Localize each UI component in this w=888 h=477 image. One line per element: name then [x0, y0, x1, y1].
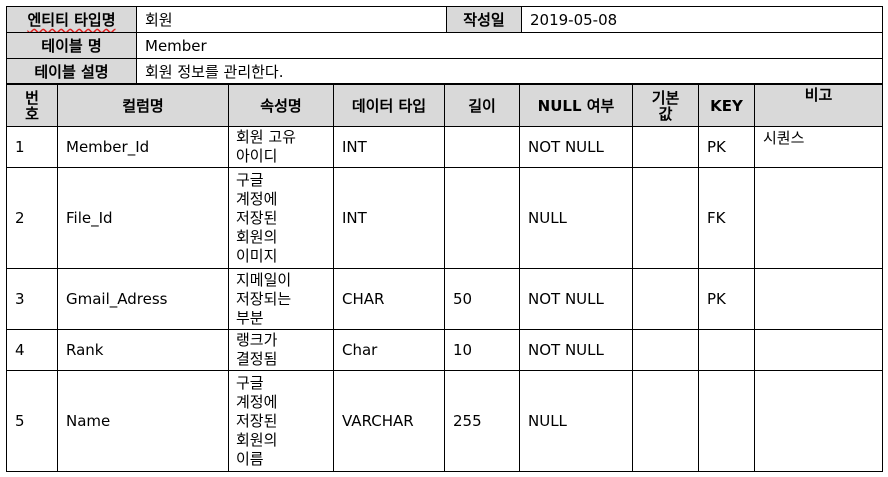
cell-default — [632, 167, 699, 269]
cell-note — [754, 370, 883, 472]
cell-key: PK — [698, 268, 755, 330]
header-no: 번 호 — [6, 84, 58, 127]
table-name-value: Member — [136, 32, 883, 59]
cell-column-name: Name — [57, 370, 229, 472]
table-row: 1 Member_Id 회원 고유 아이디 INT NOT NULL PK 시퀀… — [6, 126, 883, 168]
table-name-label: 테이블 명 — [6, 32, 137, 59]
cell-data-type: INT — [333, 126, 445, 168]
cell-no: 3 — [6, 268, 58, 330]
cell-data-type: Char — [333, 329, 445, 371]
table-desc-value: 회원 정보를 관리한다. — [136, 58, 883, 84]
cell-key: FK — [698, 167, 755, 269]
cell-default — [632, 370, 699, 472]
cell-note — [754, 167, 883, 269]
cell-length — [444, 167, 520, 269]
cell-no: 1 — [6, 126, 58, 168]
cell-default — [632, 268, 699, 330]
table-columns: 번 호 컬럼명 속성명 데이터 타입 길이 NULL 여부 기본 값 KEY 비… — [6, 84, 883, 472]
cell-attr-name: 구글 계정에 저장된 회원의 이름 — [228, 370, 334, 472]
cell-column-name: Rank — [57, 329, 229, 371]
entity-type-value: 회원 — [136, 6, 447, 33]
cell-data-type: INT — [333, 167, 445, 269]
header-data-type: 데이터 타입 — [333, 84, 445, 127]
cell-note: 시퀀스 — [754, 126, 883, 168]
cell-length: 10 — [444, 329, 520, 371]
header-row: 번 호 컬럼명 속성명 데이터 타입 길이 NULL 여부 기본 값 KEY 비… — [6, 84, 883, 127]
entity-type-label: 엔티티 타입명 — [6, 6, 137, 33]
cell-default — [632, 126, 699, 168]
cell-attr-name: 지메일이 저장되는 부분 — [228, 268, 334, 330]
cell-nullable: NULL — [519, 370, 633, 472]
table-meta: 엔티티 타입명 회원 작성일 2019-05-08 테이블 명 Member 테… — [6, 6, 883, 84]
cell-no: 2 — [6, 167, 58, 269]
cell-key — [698, 329, 755, 371]
meta-row-entity: 엔티티 타입명 회원 작성일 2019-05-08 — [6, 6, 883, 33]
header-key: KEY — [698, 84, 755, 127]
cell-default — [632, 329, 699, 371]
table-row: 2 File_Id 구글 계정에 저장된 회원의 이미지 INT NULL FK — [6, 167, 883, 269]
cell-key — [698, 370, 755, 472]
cell-length: 50 — [444, 268, 520, 330]
cell-note — [754, 329, 883, 371]
header-nullable: NULL 여부 — [519, 84, 633, 127]
cell-nullable: NULL — [519, 167, 633, 269]
header-length: 길이 — [444, 84, 520, 127]
table-desc-label: 테이블 설명 — [6, 58, 137, 84]
cell-data-type: VARCHAR — [333, 370, 445, 472]
cell-no: 4 — [6, 329, 58, 371]
written-date-value: 2019-05-08 — [521, 6, 883, 33]
table-row: 3 Gmail_Adress 지메일이 저장되는 부분 CHAR 50 NOT … — [6, 268, 883, 330]
written-date-label: 작성일 — [446, 6, 522, 33]
header-column-name: 컬럼명 — [57, 84, 229, 127]
cell-attr-name: 랭크가 결정됨 — [228, 329, 334, 371]
header-note: 비고 — [754, 84, 883, 127]
meta-row-table-name: 테이블 명 Member — [6, 32, 883, 59]
cell-column-name: Member_Id — [57, 126, 229, 168]
header-default: 기본 값 — [632, 84, 699, 127]
cell-nullable: NOT NULL — [519, 268, 633, 330]
table-row: 4 Rank 랭크가 결정됨 Char 10 NOT NULL — [6, 329, 883, 371]
cell-key: PK — [698, 126, 755, 168]
cell-column-name: File_Id — [57, 167, 229, 269]
cell-length — [444, 126, 520, 168]
cell-attr-name: 구글 계정에 저장된 회원의 이미지 — [228, 167, 334, 269]
cell-no: 5 — [6, 370, 58, 472]
header-attr-name: 속성명 — [228, 84, 334, 127]
cell-nullable: NOT NULL — [519, 126, 633, 168]
cell-note — [754, 268, 883, 330]
table-row: 5 Name 구글 계정에 저장된 회원의 이름 VARCHAR 255 NUL… — [6, 370, 883, 472]
meta-row-desc: 테이블 설명 회원 정보를 관리한다. — [6, 58, 883, 84]
cell-length: 255 — [444, 370, 520, 472]
cell-attr-name: 회원 고유 아이디 — [228, 126, 334, 168]
cell-nullable: NOT NULL — [519, 329, 633, 371]
cell-column-name: Gmail_Adress — [57, 268, 229, 330]
cell-data-type: CHAR — [333, 268, 445, 330]
